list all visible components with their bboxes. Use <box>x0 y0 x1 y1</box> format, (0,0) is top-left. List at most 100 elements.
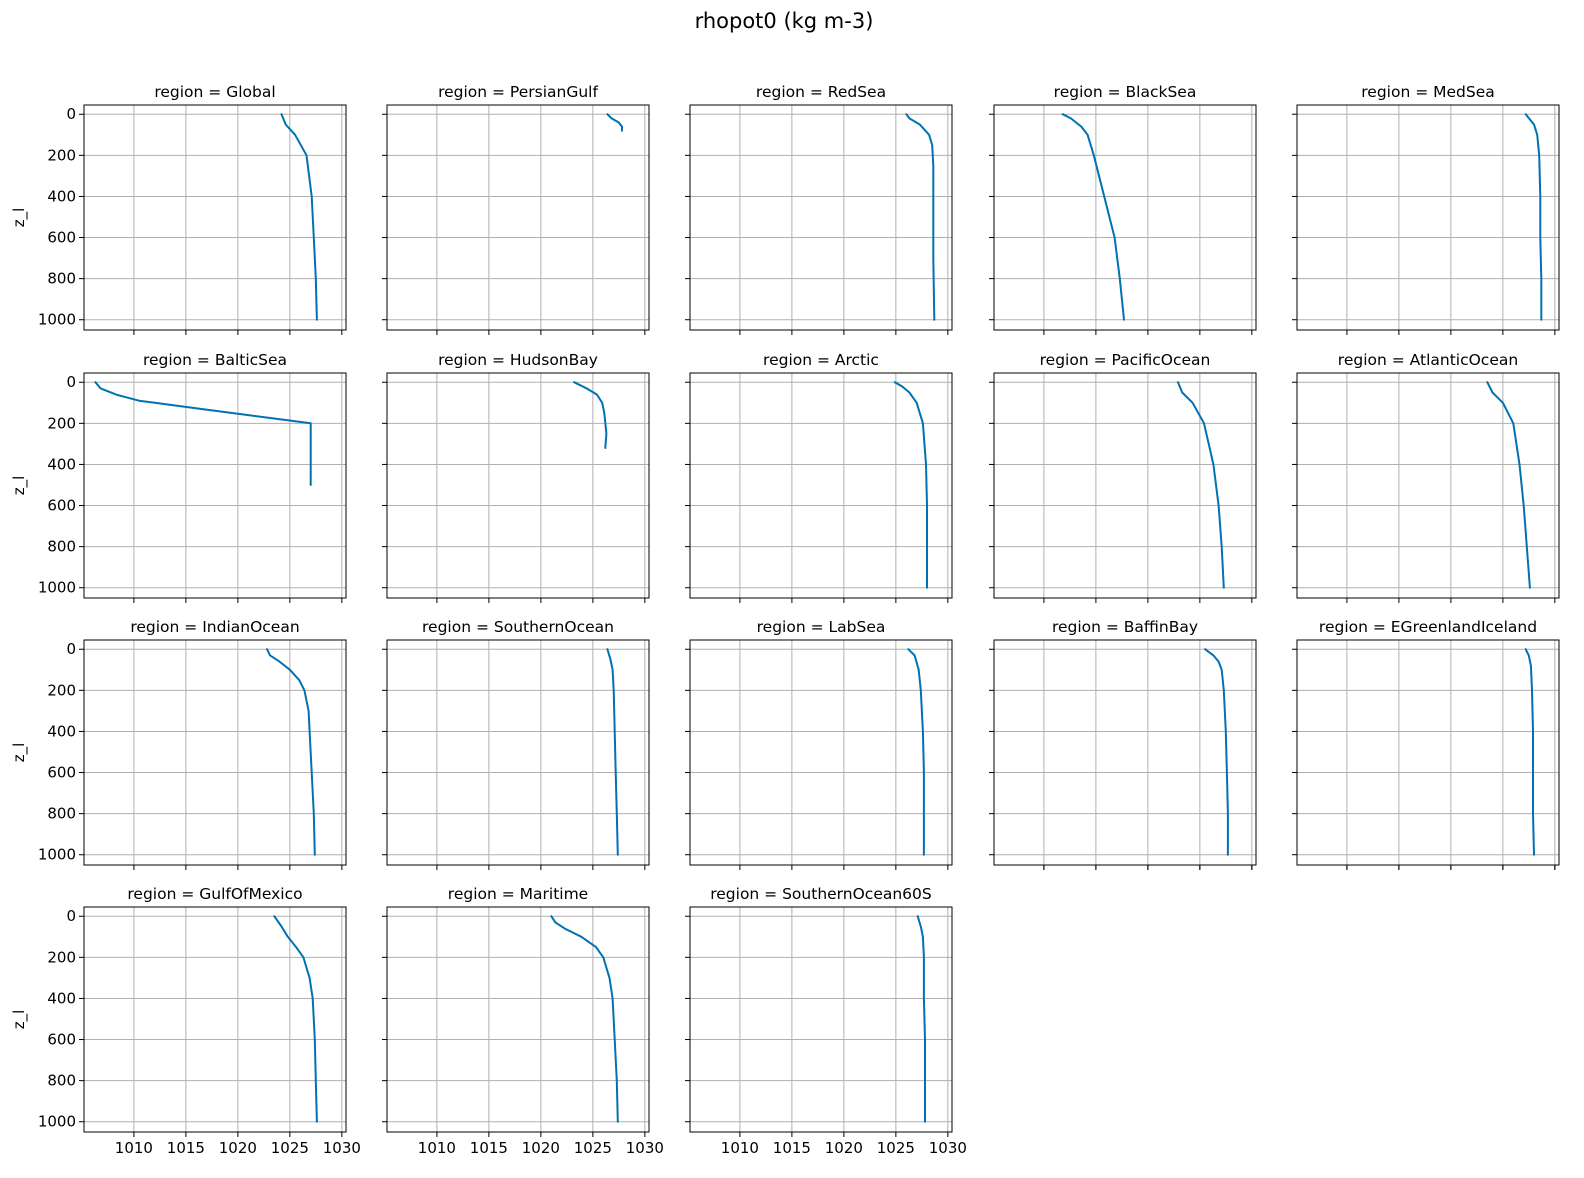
panel-4: region = BlackSea <box>989 83 1257 335</box>
profile-line <box>606 113 623 132</box>
y-tick-label: 1000 <box>38 846 76 864</box>
x-tick-label: 1015 <box>773 1139 811 1157</box>
panel-frame <box>386 906 650 1133</box>
profile-line <box>1486 381 1531 589</box>
y-tick-label: 600 <box>47 764 76 782</box>
profile-line <box>907 648 925 856</box>
panel-title: region = BlackSea <box>1054 83 1197 101</box>
panel-frame <box>993 639 1257 866</box>
profile-line <box>1524 113 1543 321</box>
panel-title: region = LabSea <box>757 618 886 636</box>
panel-frame <box>83 906 347 1133</box>
profile-line <box>1524 648 1535 856</box>
panel-frame <box>689 639 953 866</box>
panel-grid: region = Global02004006008001000z_lregio… <box>10 83 1560 1157</box>
y-tick-label: 0 <box>66 907 76 925</box>
y-tick-label: 200 <box>47 414 76 432</box>
x-tick-label: 1025 <box>271 1139 309 1157</box>
y-tick-label: 0 <box>66 640 76 658</box>
panel-frame <box>993 104 1257 331</box>
panel-3: region = RedSea <box>685 83 953 335</box>
panel-title: region = BalticSea <box>143 351 287 369</box>
panel-2: region = PersianGulf <box>382 83 650 335</box>
panel-frame <box>689 372 953 599</box>
profile-line <box>550 915 619 1123</box>
y-tick-label: 0 <box>66 105 76 123</box>
panel-frame <box>689 906 953 1133</box>
panel-title: region = IndianOcean <box>130 618 299 636</box>
panel-17: region = Maritime 1010 1015 1020 1025 1030 <box>382 885 664 1157</box>
x-tick-label: 1015 <box>470 1139 508 1157</box>
panel-8: region = Arctic <box>685 351 953 603</box>
panel-title: region = PersianGulf <box>438 83 598 101</box>
y-tick-label: 1000 <box>38 311 76 329</box>
panel-title: region = Global <box>154 83 275 101</box>
panel-frame <box>689 104 953 331</box>
panel-11: region = IndianOcean 0 200 400 600 800 1000 z_l <box>10 618 347 870</box>
x-tick-label: 1020 <box>219 1139 257 1157</box>
x-tick-label: 1010 <box>115 1139 153 1157</box>
panel-frame <box>83 104 347 331</box>
profile-line <box>1061 113 1125 321</box>
x-tick-label: 1020 <box>825 1139 863 1157</box>
profile-line <box>905 113 936 321</box>
panel-frame <box>83 372 347 599</box>
panel-15: region = EGreenlandIceland <box>1292 618 1560 870</box>
profile-line <box>606 648 619 856</box>
y-axis-label: z_l <box>10 476 29 496</box>
panel-title: region = SouthernOcean <box>422 618 614 636</box>
panel-title: region = Arctic <box>763 351 879 369</box>
panel-frame <box>83 639 347 866</box>
profile-line <box>94 381 312 486</box>
profile-line <box>916 915 926 1123</box>
panel-14: region = BaffinBay <box>989 618 1257 870</box>
panel-title: region = EGreenlandIceland <box>1319 618 1537 636</box>
x-tick-label: 1010 <box>721 1139 759 1157</box>
x-tick-label: 1030 <box>929 1139 967 1157</box>
panel-title: region = HudsonBay <box>438 351 598 369</box>
panel-title: region = MedSea <box>1361 83 1494 101</box>
panel-1: region = Global 0 200 400 600 800 1000 z_l <box>10 83 347 335</box>
y-tick-label: 1000 <box>38 1113 76 1131</box>
y-axis-label: z_l <box>10 1010 29 1030</box>
panel-title: region = GulfOfMexico <box>127 885 302 903</box>
panel-title: region = AtlanticOcean <box>1338 351 1518 369</box>
x-tick-label: 1030 <box>626 1139 664 1157</box>
y-tick-label: 400 <box>47 989 76 1007</box>
y-axis-label: z_l <box>10 208 29 228</box>
profile-line <box>1204 648 1229 856</box>
y-tick-label: 800 <box>47 270 76 288</box>
panel-10: region = AtlanticOcean <box>1292 351 1560 603</box>
y-tick-label: 800 <box>47 805 76 823</box>
panel-18: region = SouthernOcean60S 1010 1015 1020 102… <box>685 885 967 1157</box>
panel-title: region = Maritime <box>448 885 588 903</box>
panel-13: region = LabSea <box>685 618 953 870</box>
y-tick-label: 800 <box>47 538 76 556</box>
y-tick-label: 600 <box>47 229 76 247</box>
y-tick-label: 600 <box>47 497 76 515</box>
panel-title: region = RedSea <box>756 83 886 101</box>
panel-frame <box>1296 372 1560 599</box>
profile-line <box>266 648 316 856</box>
panel-title: region = BaffinBay <box>1052 618 1198 636</box>
panel-frame <box>386 639 650 866</box>
profile-line <box>273 915 318 1123</box>
panel-title: region = PacificOcean <box>1040 351 1211 369</box>
panel-frame <box>386 104 650 331</box>
panel-6: region = BalticSea 0 200 400 600 800 1000 z_l <box>10 351 347 603</box>
profile-line <box>1177 381 1225 589</box>
panel-title: region = SouthernOcean60S <box>710 885 932 903</box>
y-tick-label: 400 <box>47 455 76 473</box>
panel-frame <box>1296 104 1560 331</box>
x-tick-label: 1020 <box>522 1139 560 1157</box>
profile-line <box>893 381 928 589</box>
x-tick-label: 1025 <box>574 1139 612 1157</box>
y-tick-label: 200 <box>47 681 76 699</box>
y-tick-label: 1000 <box>38 579 76 597</box>
x-tick-label: 1010 <box>418 1139 456 1157</box>
profile-line <box>280 113 318 321</box>
y-tick-label: 600 <box>47 1031 76 1049</box>
panel-5: region = MedSea <box>1292 83 1560 335</box>
y-tick-label: 400 <box>47 187 76 205</box>
